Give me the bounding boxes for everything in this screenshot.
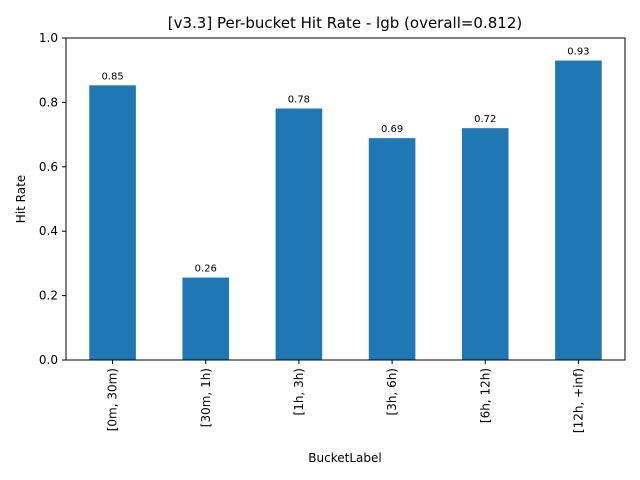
y-tick-label-3: 0.6 (39, 160, 58, 174)
bars-group (89, 60, 602, 361)
y-axis-label: Hit Rate (14, 175, 28, 223)
bar-5 (555, 60, 602, 360)
x-tick-label-3: [3h, 6h) (385, 368, 399, 415)
x-tick-label-1: [30m, 1h) (199, 368, 213, 427)
x-tick-label-5: [12h, +inf) (571, 368, 585, 433)
y-tick-label-5: 1.0 (39, 31, 58, 45)
bar-0 (89, 85, 136, 361)
data-label-2: 0.78 (288, 95, 310, 106)
bar-1 (182, 277, 230, 360)
x-tick-label-4: [6h, 12h) (478, 368, 492, 423)
y-axis: 0.0 0.2 0.4 0.6 0.8 1.0 (39, 31, 66, 367)
x-axis-label: BucketLabel (308, 451, 381, 465)
data-label-3: 0.69 (381, 124, 403, 135)
chart-title: [v3.3] Per-bucket Hit Rate - lgb (overal… (168, 14, 522, 32)
data-label-4: 0.72 (474, 114, 496, 125)
x-tick-label-0: [0m, 30m) (106, 368, 120, 431)
bar-3 (368, 138, 416, 360)
y-tick-label-4: 0.8 (39, 95, 58, 109)
x-axis: [0m, 30m) [30m, 1h) [1h, 3h) [3h, 6h) [6h, 1… (106, 360, 585, 433)
y-tick-label-0: 0.0 (39, 353, 58, 367)
data-label-5: 0.93 (567, 47, 589, 58)
y-tick-label-1: 0.2 (39, 289, 58, 303)
x-tick-label-2: [1h, 3h) (292, 368, 306, 415)
bar-2 (275, 108, 323, 360)
plot-frame (65, 37, 626, 361)
data-labels-group: 0.85 0.26 0.78 0.69 0.72 0.93 (101, 47, 589, 275)
y-tick-label-2: 0.4 (39, 224, 58, 238)
data-label-0: 0.85 (101, 71, 123, 82)
bar-4 (461, 128, 509, 360)
data-label-1: 0.26 (195, 264, 217, 275)
